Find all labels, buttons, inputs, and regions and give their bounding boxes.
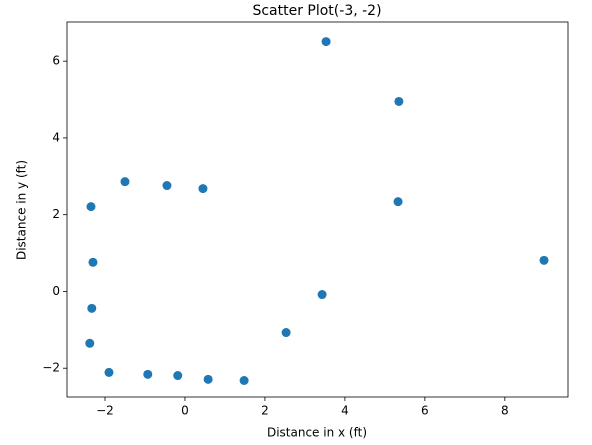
x-tick-label: −2	[96, 404, 114, 418]
scatter-point	[162, 181, 172, 191]
scatter-point	[539, 255, 549, 265]
scatter-point	[393, 197, 403, 207]
scatter-point	[88, 257, 98, 267]
scatter-point	[239, 375, 249, 385]
axes-frame	[66, 21, 569, 398]
x-tick-label: 2	[261, 404, 269, 418]
chart-title: Scatter Plot(-3, -2)	[252, 3, 381, 19]
scatter-point	[203, 374, 213, 384]
y-tick-label: 0	[52, 284, 60, 298]
scatter-point	[143, 369, 153, 379]
y-tick-label: 2	[52, 207, 60, 221]
scatter-point	[104, 367, 114, 377]
scatter-point	[198, 184, 208, 194]
x-tick-label: 6	[421, 404, 429, 418]
scatter-point	[317, 290, 327, 300]
scatter-point	[321, 37, 331, 47]
scatter-point	[281, 328, 291, 338]
y-tick-label: 4	[52, 130, 60, 144]
scatter-point	[173, 371, 183, 381]
x-tick-label: 0	[181, 404, 189, 418]
scatter-point	[85, 338, 95, 348]
scatter-point	[120, 177, 130, 187]
scatter-point	[86, 202, 96, 212]
y-tick-label: −2	[42, 361, 60, 375]
x-axis-label: Distance in x (ft)	[267, 426, 367, 440]
y-tick-label: 6	[52, 54, 60, 68]
x-tick-label: 8	[501, 404, 509, 418]
scatter-point	[394, 96, 404, 106]
y-axis-label: Distance in y (ft)	[15, 160, 29, 260]
scatter-point	[87, 303, 97, 313]
x-tick-label: 4	[341, 404, 349, 418]
